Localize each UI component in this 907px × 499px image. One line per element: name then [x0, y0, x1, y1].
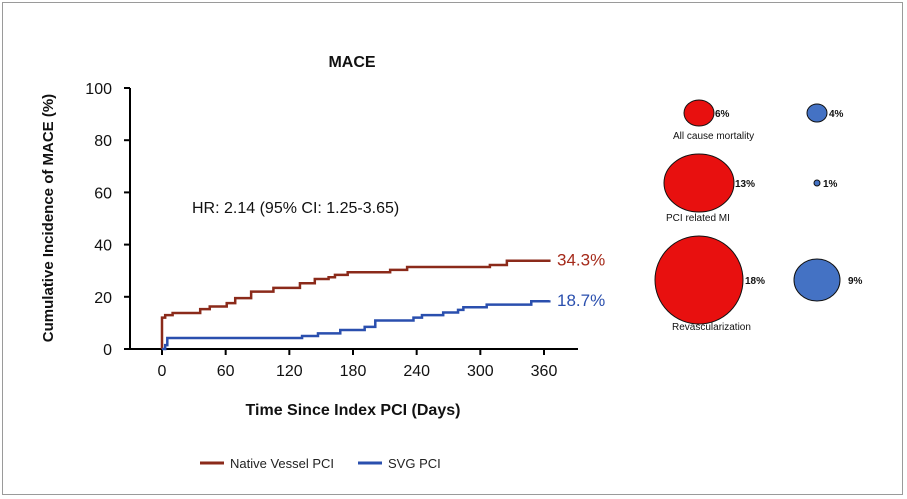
series-line-native-vessel-pci: [160, 259, 551, 349]
x-tick-label: 60: [217, 363, 235, 380]
y-tick-label: 40: [94, 238, 112, 255]
y-tick-label: 60: [94, 185, 112, 202]
bubble-svg: [793, 258, 841, 302]
x-axis-label: Time Since Index PCI (Days): [246, 402, 461, 419]
bubble-row-label: PCI related MI: [666, 213, 730, 224]
bubble-native: [654, 235, 744, 325]
x-tick-label: 240: [403, 363, 430, 380]
x-tick-label: 300: [467, 363, 494, 380]
legend-label-native: Native Vessel PCI: [230, 456, 334, 471]
y-axis-label: Cumulative Incidence of MACE (%): [40, 94, 57, 342]
x-tick-label: 120: [276, 363, 303, 380]
hr-annotation: HR: 2.14 (95% CI: 1.25-3.65): [192, 200, 399, 217]
bubble-svg: [806, 103, 828, 123]
x-tick-label: 180: [340, 363, 367, 380]
bubble-row-label: Revascularization: [672, 322, 751, 333]
legend: Native Vessel PCI SVG PCI: [200, 456, 441, 471]
bubble-native: [683, 99, 715, 127]
y-tick-label: 0: [103, 342, 112, 359]
y-tick-label: 20: [94, 290, 112, 307]
bubble-svg-label: 9%: [848, 276, 863, 287]
x-tick-label: 0: [158, 363, 167, 380]
end-label: 18.7%: [557, 291, 605, 310]
legend-label-svg: SVG PCI: [388, 456, 441, 471]
x-tick-label: 360: [531, 363, 558, 380]
bubble-native-label: 18%: [745, 276, 765, 287]
bubble-row-label: All cause mortality: [673, 131, 754, 142]
series-line-svg-pci: [162, 299, 551, 351]
y-tick-label: 100: [85, 81, 112, 98]
bubble-native-label: 13%: [735, 179, 755, 190]
chart-title: MACE: [328, 54, 375, 71]
bubble-native-label: 6%: [715, 109, 730, 120]
bubble-svg-label: 1%: [823, 179, 838, 190]
bubble-svg: [813, 179, 821, 187]
end-label: 34.3%: [557, 250, 605, 269]
y-tick-label: 80: [94, 133, 112, 150]
bubble-svg-label: 4%: [829, 109, 844, 120]
bubble-native: [663, 153, 735, 213]
